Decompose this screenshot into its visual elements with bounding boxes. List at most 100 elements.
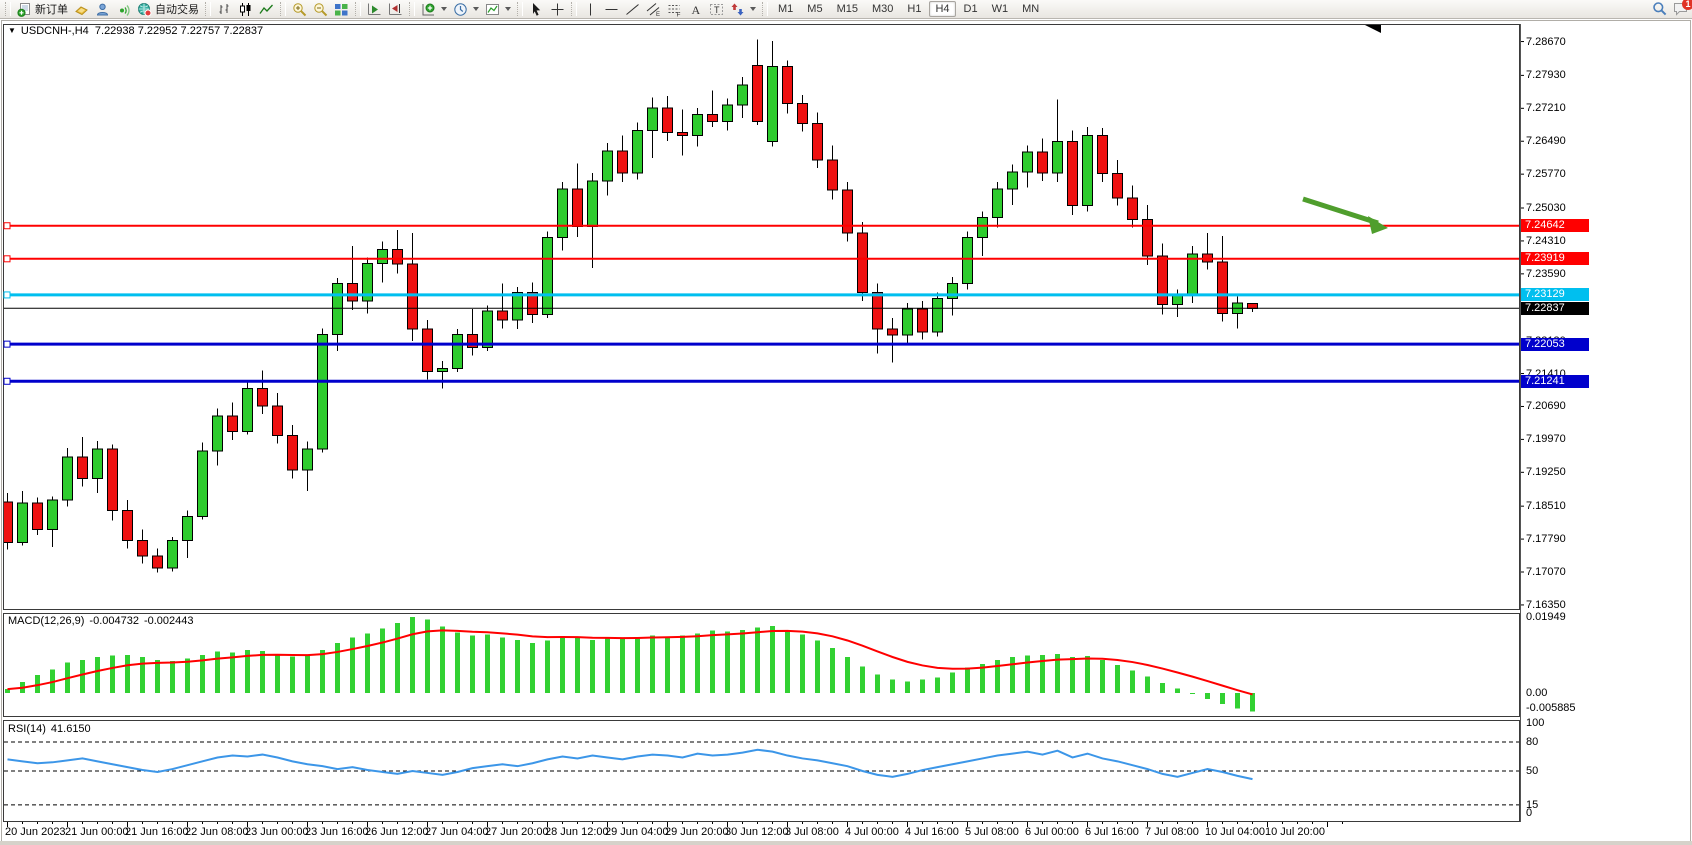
fibonacci-icon: F (668, 4, 681, 17)
bear-candle (1247, 303, 1258, 309)
profile-button[interactable] (92, 1, 113, 18)
line-handle[interactable] (3, 222, 11, 230)
bull-candle (737, 84, 748, 106)
bull-candle (977, 217, 988, 239)
bull-candle (317, 334, 328, 450)
equidistant-channel-tool-button[interactable]: E (643, 1, 664, 18)
bull-candle (1007, 171, 1018, 190)
svg-text:F: F (677, 11, 681, 17)
arrows-tool-button[interactable] (727, 1, 759, 18)
trendline-tool-button[interactable] (622, 1, 643, 18)
bull-candle (902, 308, 913, 336)
annotation-arrow-head[interactable] (1368, 216, 1388, 234)
search-icon[interactable] (1652, 1, 1667, 16)
bear-candle (917, 308, 928, 333)
bear-candle (392, 249, 403, 265)
timeframe-h1-button[interactable]: H1 (901, 1, 927, 17)
periods-button[interactable] (450, 1, 482, 18)
toolbar-separator (409, 2, 415, 16)
macd-bar (695, 633, 700, 693)
line-chart-icon (259, 4, 273, 14)
autotrading-button[interactable]: 自动交易 (134, 1, 202, 18)
bear-candle (107, 448, 118, 511)
vertical-line-tool-button[interactable] (580, 1, 601, 18)
cursor-tool-button[interactable] (526, 1, 547, 18)
macd-bar (1085, 655, 1090, 693)
line-handle[interactable] (3, 255, 11, 263)
chart-shift-button[interactable] (385, 1, 406, 18)
macd-bar (530, 643, 535, 693)
svg-text:E: E (656, 12, 660, 17)
timeframe-h4-button[interactable]: H4 (929, 1, 956, 17)
crosshair-icon (551, 3, 564, 15)
line-handle[interactable] (3, 291, 11, 299)
trendline-icon (626, 3, 639, 15)
line-chart-button[interactable] (256, 1, 277, 18)
zoom-in-button[interactable] (289, 1, 310, 18)
fibonacci-tool-button[interactable]: F (664, 1, 685, 18)
timeframe-d1-button[interactable]: D1 (958, 1, 984, 17)
macd-bar (1160, 682, 1165, 693)
timeframe-w1-button[interactable]: W1 (986, 1, 1015, 17)
timeframe-m30-button[interactable]: M30 (866, 1, 899, 17)
text-label-tool-button[interactable]: T (706, 1, 727, 18)
bull-candle (947, 282, 958, 300)
macd-bar (890, 679, 895, 693)
macd-bar (605, 638, 610, 693)
bear-candle (287, 434, 298, 471)
bear-candle (872, 292, 883, 330)
bear-candle (122, 509, 133, 541)
crosshair-tool-button[interactable] (547, 1, 568, 18)
macd-panel[interactable] (3, 613, 1520, 717)
signals-button[interactable] (113, 1, 134, 18)
macd-bar (920, 679, 925, 693)
bull-candle (1172, 294, 1183, 305)
bear-candle (812, 122, 823, 161)
horizontal-line-icon (605, 8, 618, 10)
bar-chart-button[interactable] (214, 1, 235, 18)
macd-bar (275, 654, 280, 693)
toolbar-separator (517, 2, 523, 16)
timeframe-m15-button[interactable]: M15 (831, 1, 864, 17)
annotation-arrow-line[interactable] (1302, 196, 1379, 226)
auto-scroll-button[interactable] (364, 1, 385, 18)
zoom-out-button[interactable] (310, 1, 331, 18)
timeframe-m5-button[interactable]: M5 (801, 1, 828, 17)
timeframe-mn-button[interactable]: MN (1016, 1, 1045, 17)
equidistant-channel-icon: E (646, 2, 660, 17)
bear-candle (1142, 218, 1153, 257)
bear-candle (857, 232, 868, 294)
templates-button[interactable] (482, 1, 514, 18)
chart-shift-marker[interactable] (1365, 25, 1381, 33)
bear-candle (782, 66, 793, 104)
template-icon (486, 3, 499, 15)
bear-candle (752, 64, 763, 123)
bull-candle (692, 113, 703, 136)
bear-candle (797, 102, 808, 124)
person-icon (96, 3, 109, 15)
line-handle[interactable] (3, 377, 11, 385)
dropdown-arrow-icon (473, 7, 479, 11)
toolbar-separator (762, 2, 768, 16)
tile-windows-button[interactable] (331, 1, 352, 18)
line-handle[interactable] (3, 340, 11, 348)
macd-bar (1100, 659, 1105, 693)
auto-scroll-icon (368, 3, 381, 15)
text-tool-button[interactable]: A (685, 1, 706, 18)
bar-chart-icon (219, 3, 229, 14)
new-order-button[interactable]: 新订单 (14, 1, 71, 18)
deposit-button[interactable] (71, 1, 92, 18)
macd-bar (680, 635, 685, 693)
bull-candle (437, 368, 448, 372)
macd-bar (380, 628, 385, 693)
macd-bar (665, 636, 670, 693)
new-order-icon (17, 2, 30, 17)
indicators-button[interactable] (418, 1, 450, 18)
bear-candle (887, 328, 898, 336)
bull-candle (452, 334, 463, 370)
notifications-button[interactable]: 1 (1673, 0, 1692, 16)
horizontal-line-tool-button[interactable] (601, 1, 622, 18)
timeframe-m1-button[interactable]: M1 (772, 1, 799, 17)
candlestick-chart-button[interactable] (235, 1, 256, 18)
